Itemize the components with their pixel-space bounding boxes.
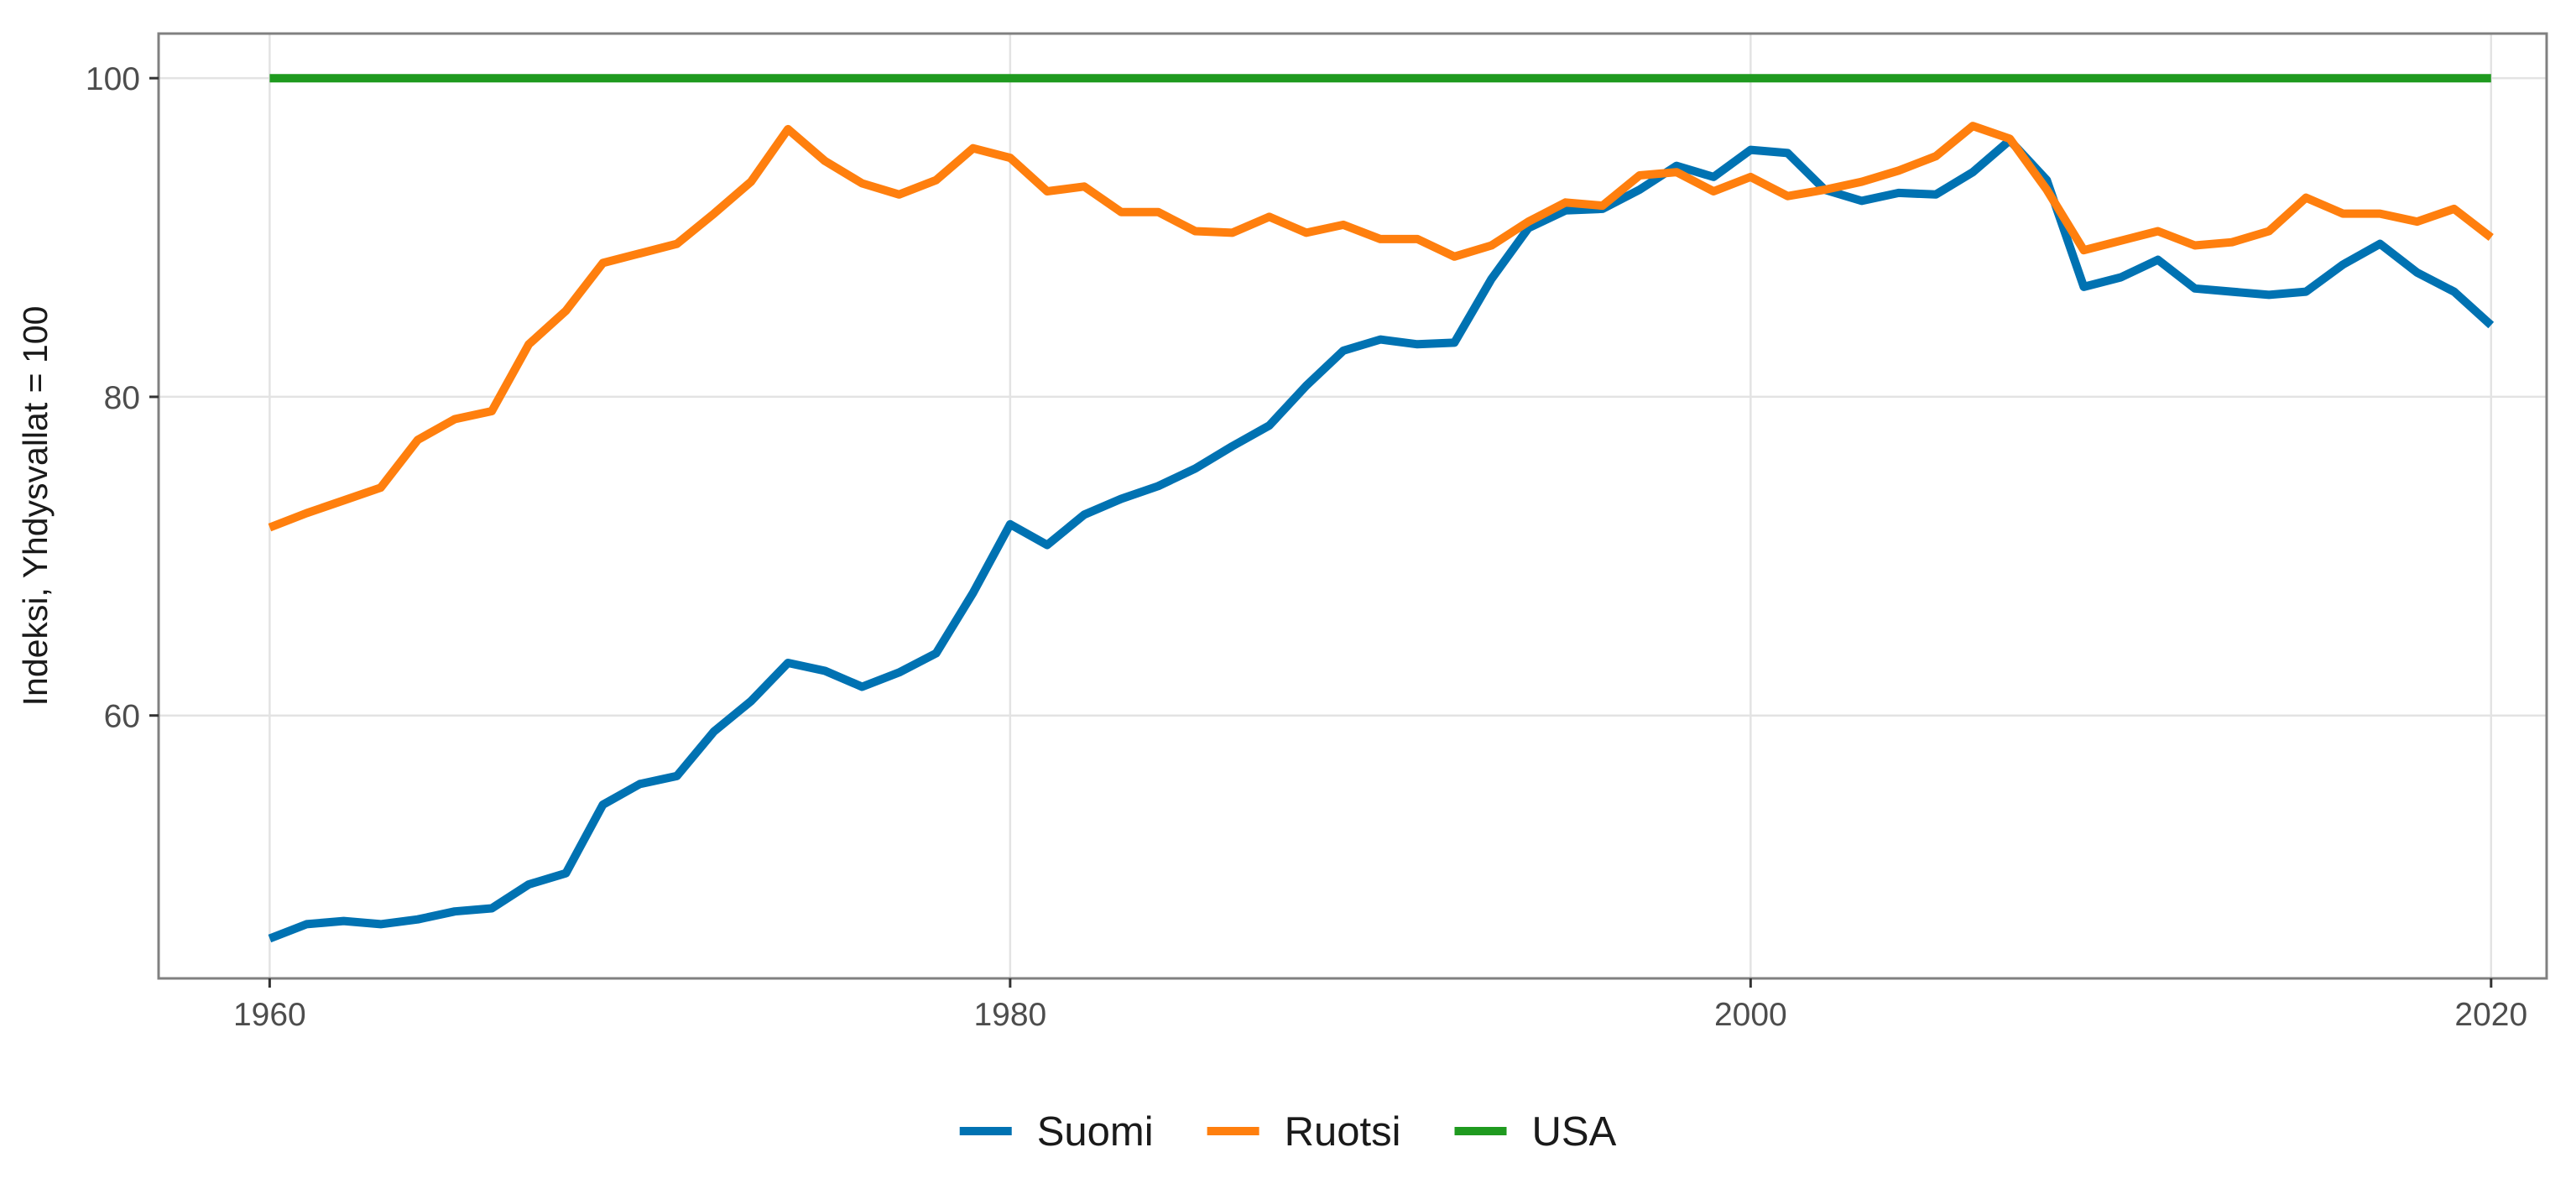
series-line-ruotsi	[268, 122, 2494, 532]
legend-item-usa: USA	[1454, 1109, 1617, 1155]
legend-label: Ruotsi	[1285, 1109, 1401, 1155]
legend-label: Suomi	[1037, 1109, 1154, 1155]
panel-border	[157, 32, 2548, 980]
x-tick-label: 2000	[1714, 997, 1787, 1033]
x-tick-label: 2020	[2454, 997, 2527, 1033]
series-lines	[268, 74, 2495, 943]
legend-item-suomi: Suomi	[959, 1109, 1154, 1155]
y-tick-label: 100	[86, 61, 140, 97]
axes: 1960 1980 2000 2020 60 80 100	[86, 61, 2527, 1033]
y-tick-label: 80	[104, 380, 140, 416]
x-tick-label: 1980	[973, 997, 1046, 1033]
legend: Suomi Ruotsi USA	[959, 1109, 1617, 1155]
y-axis-title: Indeksi, Yhdysvallat = 100	[16, 306, 55, 707]
legend-item-ruotsi: Ruotsi	[1207, 1109, 1401, 1155]
x-tick-label: 1960	[233, 997, 306, 1033]
legend-label: USA	[1532, 1109, 1617, 1155]
series-line-suomi	[268, 136, 2495, 943]
y-tick-label: 60	[104, 699, 140, 735]
